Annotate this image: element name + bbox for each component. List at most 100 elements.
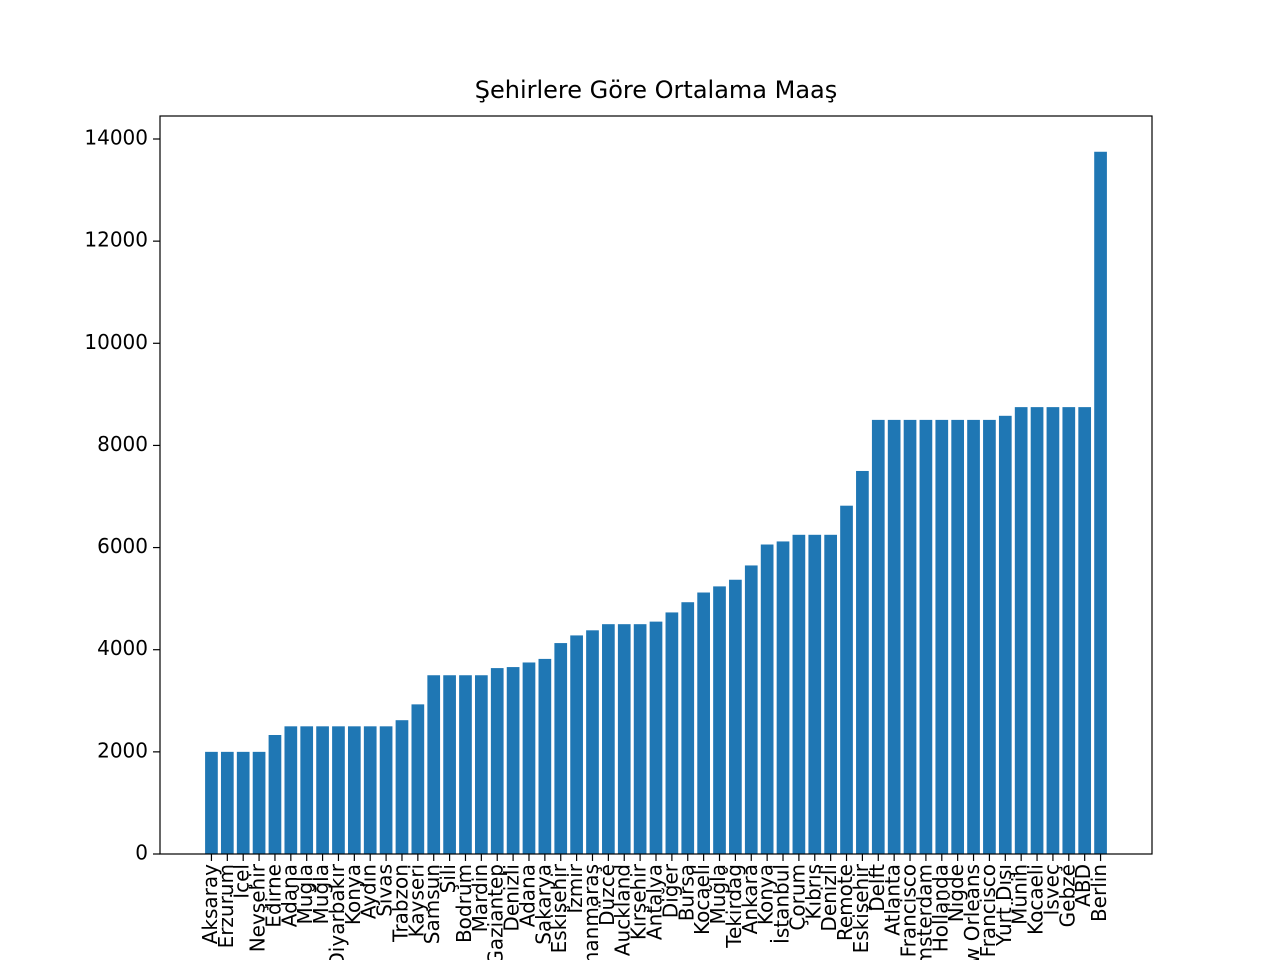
x-tick-label: Antalya [643, 864, 667, 940]
bar [586, 630, 599, 854]
x-tick-label: Tekirdağ [722, 864, 746, 949]
y-tick-label: 10000 [84, 330, 148, 354]
bar [554, 643, 568, 854]
bar [332, 726, 345, 854]
bar [347, 726, 361, 854]
bar [951, 419, 965, 854]
x-tick-label: Diyarbakır [325, 863, 349, 960]
x-tick-label: Gaziantep [484, 864, 508, 960]
plot-frame [159, 115, 1153, 855]
bar [379, 726, 393, 854]
x-tick-label: Adana [277, 864, 301, 927]
x-tick-label: Eskişehir [849, 863, 873, 953]
x-tick-label: Samsun [420, 864, 444, 944]
bar [522, 662, 536, 854]
x-tick-label: Bodrum [452, 864, 476, 943]
bar [649, 621, 663, 854]
x-tick-label: Auckland [611, 864, 635, 956]
bar [983, 419, 996, 854]
y-tick-label: 12000 [84, 228, 148, 252]
bar [1062, 407, 1076, 854]
bar [268, 735, 282, 854]
y-tick-label: 4000 [97, 636, 148, 660]
x-tick-label: Kocaeli [1024, 864, 1048, 935]
x-tick-label: Delft [865, 864, 889, 912]
x-tick-label: Sivas [373, 864, 397, 917]
bar [697, 592, 710, 854]
x-tick-label: Düzce [595, 864, 619, 926]
x-tick-label: Şili [436, 864, 460, 893]
bar [919, 419, 933, 854]
x-tick-label: Niğde [944, 864, 968, 922]
x-tick-label: Erzurum [214, 864, 238, 948]
x-tick-label: San Francisco [897, 864, 921, 960]
x-tick-label: Muğla [293, 864, 317, 924]
x-tick-label: Kahramanmaraş [579, 864, 603, 960]
bar [824, 534, 837, 854]
bar [395, 720, 409, 854]
x-tick-label: İzmir [563, 863, 587, 913]
bar [363, 726, 377, 854]
bar [284, 726, 298, 854]
x-tick-label: İsveç [1039, 864, 1063, 915]
y-tick-label: 14000 [84, 126, 148, 150]
x-tick-label: Kayseri [404, 864, 428, 937]
x-tick-label: Kocaeli [690, 864, 714, 935]
chart-title: Şehirlere Göre Ortalama Maaş [475, 76, 838, 104]
bar [792, 534, 806, 854]
x-tick-label: Berlin [1087, 864, 1111, 922]
bar [665, 612, 679, 854]
x-tick-label: Aydın [357, 864, 381, 919]
bar [570, 635, 583, 854]
bar [998, 415, 1012, 854]
bar [1094, 151, 1107, 855]
bar [252, 751, 266, 854]
bar [840, 505, 853, 854]
y-tick-label: 2000 [97, 738, 148, 762]
bar [1046, 407, 1060, 854]
bar [856, 470, 869, 854]
bar [776, 541, 790, 854]
bar [681, 602, 695, 854]
x-tick-label: Konya [341, 864, 365, 925]
bar [729, 579, 742, 854]
y-tick-label: 8000 [97, 432, 148, 456]
bar [475, 675, 488, 854]
x-tick-label: Trabzon [388, 864, 412, 943]
x-tick-label: Bursa [674, 864, 698, 921]
x-tick-label: Denizli [500, 864, 524, 932]
bar [443, 675, 456, 854]
bar [935, 419, 949, 854]
y-tick-label: 0 [135, 841, 148, 865]
x-tick-label: Konya [754, 864, 778, 925]
x-tick-label: Ankara [738, 864, 762, 934]
x-tick-label: Remote [833, 864, 857, 941]
x-tick-label: Atlanta [881, 864, 905, 936]
bar [427, 675, 441, 854]
bar [205, 751, 218, 854]
bar [602, 624, 615, 854]
x-tick-label: Edirne [261, 864, 285, 928]
x-tick-label: İçel [230, 864, 254, 899]
x-tick-label: Muğla [706, 864, 730, 924]
x-tick-label: Münih [1008, 864, 1032, 925]
bar [713, 586, 726, 854]
x-tick-label: Diğer [658, 863, 682, 918]
bar [506, 667, 520, 854]
bar [1014, 407, 1028, 854]
x-tick-label: Yurt Dışı [992, 864, 1016, 947]
x-tick-label: Muğla [309, 864, 333, 924]
x-tick-label: Kıbrıs [801, 864, 825, 920]
bar [633, 624, 647, 854]
bar [617, 624, 631, 854]
x-tick-label: San Francisco [976, 864, 1000, 960]
x-tick-label: Çorum [785, 864, 809, 931]
bar [411, 704, 425, 854]
bar [760, 544, 774, 854]
bar [1078, 407, 1092, 854]
bar [871, 419, 885, 854]
x-tick-label: New Orleans [960, 864, 984, 960]
x-tick-label: Mardin [468, 864, 492, 932]
x-tick-label: ABD [1071, 864, 1095, 907]
